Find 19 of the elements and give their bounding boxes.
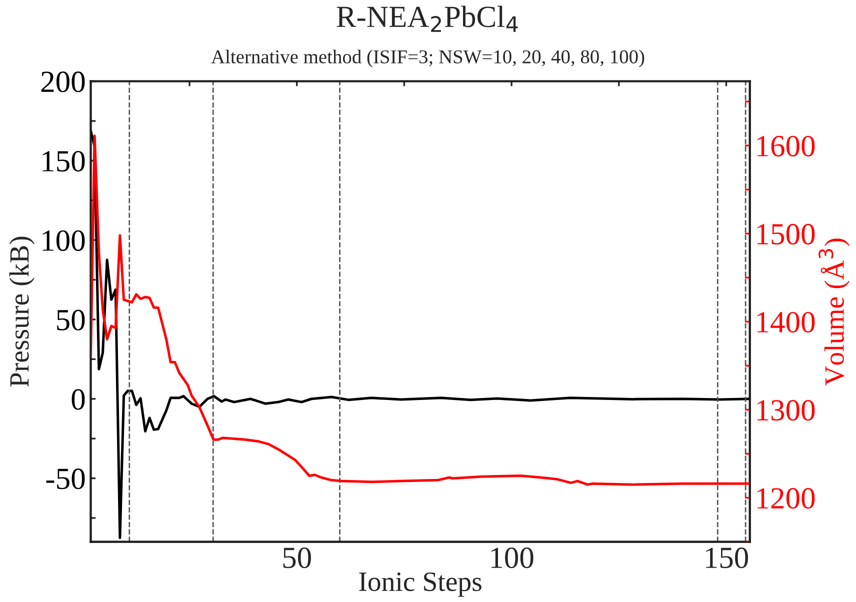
y2-tick-label: 1200 (757, 488, 815, 509)
x-tick-label: 50 (283, 548, 311, 568)
y-tick-label: 100 (42, 230, 85, 251)
y2-tick-label: 1600 (757, 136, 815, 156)
x-tick-label: 100 (491, 548, 534, 568)
chart-subtitle: Alternative method (ISIF=3; NSW=10, 20, 40, 80, 100) (211, 50, 644, 68)
y2-tick-label: 1500 (757, 224, 815, 245)
chart-title: R-NEA$_{2}$PbCl$_{4}$ (336, 6, 518, 32)
x-tick-label: 150 (706, 548, 748, 568)
y2-axis-title: Volume (Å$^{3}$) (818, 238, 850, 386)
y-tick-label: 0 (72, 389, 85, 410)
y2-tick-label: 1300 (757, 400, 815, 421)
x-axis-title: Ionic Steps (359, 572, 482, 597)
y-tick-label: 50 (57, 310, 85, 330)
y-tick-label: 200 (41, 72, 85, 92)
y2-tick-label: 1400 (757, 312, 815, 333)
y-tick-label: -50 (46, 468, 85, 490)
y-tick-label: 150 (42, 150, 85, 172)
y-axis-title: Pressure (kB) (9, 236, 34, 387)
